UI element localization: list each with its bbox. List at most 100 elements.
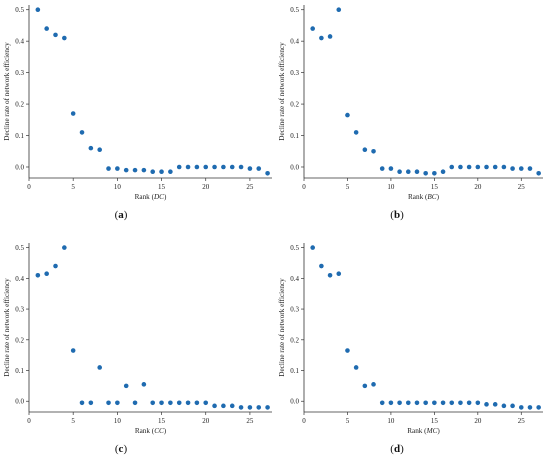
y-tick-label: 0.2 bbox=[15, 101, 24, 109]
data-point bbox=[319, 35, 324, 41]
data-point bbox=[53, 32, 58, 38]
data-point bbox=[536, 405, 541, 410]
data-point bbox=[388, 166, 394, 171]
data-point bbox=[150, 169, 156, 175]
data-point bbox=[212, 403, 217, 409]
data-point bbox=[256, 405, 262, 410]
y-tick-label: 0.4 bbox=[15, 38, 24, 46]
data-point bbox=[388, 400, 394, 406]
data-point bbox=[229, 164, 235, 170]
data-point bbox=[353, 365, 359, 370]
data-point bbox=[35, 7, 41, 13]
data-point bbox=[319, 263, 324, 269]
x-tick-label: 10 bbox=[114, 183, 122, 191]
data-point bbox=[336, 7, 342, 13]
data-point bbox=[212, 164, 217, 170]
data-point bbox=[501, 164, 507, 170]
data-point bbox=[97, 147, 102, 152]
y-tick-label: 0.1 bbox=[290, 367, 299, 375]
y-axis-title: Decline rate of network efficiency bbox=[3, 278, 11, 377]
data-point bbox=[440, 400, 446, 406]
y-tick-label: 0.3 bbox=[15, 69, 24, 77]
panel-caption: (b) bbox=[390, 209, 404, 221]
data-point bbox=[70, 111, 76, 116]
x-tick-label: 25 bbox=[246, 183, 254, 191]
data-point bbox=[62, 35, 67, 41]
y-tick-label: 0.3 bbox=[290, 306, 299, 314]
data-point bbox=[141, 167, 147, 173]
chart-panel-a: 0 5 10 15 20 25 0.0 0.1 0.2 0.3 0.4 0.5 Decline rate… bbox=[3, 5, 272, 221]
data-point bbox=[221, 403, 226, 409]
x-tick-label: 20 bbox=[202, 417, 210, 425]
data-point bbox=[53, 263, 58, 269]
data-point bbox=[238, 405, 244, 410]
data-point bbox=[256, 166, 262, 171]
data-point bbox=[88, 400, 94, 406]
x-tick-label: 0 bbox=[302, 417, 306, 425]
data-point bbox=[203, 164, 209, 170]
data-point bbox=[475, 400, 481, 406]
data-point bbox=[449, 164, 455, 170]
data-point bbox=[423, 170, 428, 176]
x-tick-label: 20 bbox=[474, 417, 482, 425]
x-tick-label: 10 bbox=[387, 183, 395, 191]
y-tick-label: 0.2 bbox=[290, 336, 299, 344]
data-point bbox=[185, 164, 191, 170]
x-tick-label: 5 bbox=[346, 417, 350, 425]
data-point bbox=[79, 400, 85, 406]
x-tick-label: 0 bbox=[27, 417, 31, 425]
data-point bbox=[123, 167, 129, 173]
y-tick-label: 0.1 bbox=[15, 132, 24, 140]
x-tick-label: 20 bbox=[474, 183, 482, 191]
data-point bbox=[115, 400, 120, 406]
data-point bbox=[62, 245, 67, 250]
data-point bbox=[345, 112, 350, 118]
data-point bbox=[484, 164, 489, 170]
y-tick-label: 0.4 bbox=[15, 275, 24, 283]
data-point bbox=[371, 382, 376, 387]
data-point bbox=[44, 26, 49, 31]
data-point bbox=[345, 348, 350, 353]
data-point bbox=[362, 147, 368, 152]
data-point bbox=[379, 166, 385, 171]
x-tick-label: 15 bbox=[431, 183, 439, 191]
data-point bbox=[203, 400, 209, 406]
y-tick-label: 0.4 bbox=[290, 275, 299, 283]
data-point bbox=[484, 402, 489, 407]
data-point bbox=[527, 166, 533, 171]
data-point bbox=[176, 400, 182, 406]
x-tick-label: 10 bbox=[114, 417, 122, 425]
data-point bbox=[405, 400, 411, 406]
panel-caption: (a) bbox=[115, 209, 128, 221]
data-point bbox=[70, 348, 76, 353]
panel-caption: (c) bbox=[115, 443, 128, 455]
data-point bbox=[440, 169, 446, 175]
x-tick-label: 25 bbox=[246, 417, 254, 425]
data-point bbox=[150, 400, 156, 406]
data-point bbox=[501, 403, 507, 409]
y-tick-label: 0.4 bbox=[290, 38, 299, 46]
x-axis-title: Rank (BC) bbox=[408, 193, 440, 201]
data-point bbox=[414, 400, 420, 406]
data-point bbox=[132, 167, 138, 173]
x-tick-label: 5 bbox=[346, 183, 350, 191]
x-axis-title: Rank (DC) bbox=[135, 193, 167, 201]
data-point bbox=[168, 400, 173, 406]
data-point bbox=[229, 403, 235, 409]
chart-panel-d: 0 5 10 15 20 25 0.0 0.1 0.2 0.3 0.4 0.5 Decline rate… bbox=[278, 243, 543, 455]
y-tick-label: 0.3 bbox=[15, 306, 24, 314]
data-point bbox=[327, 272, 333, 278]
x-tick-label: 25 bbox=[518, 183, 526, 191]
y-axis-title: Decline rate of network efficiency bbox=[3, 42, 11, 141]
data-point bbox=[141, 382, 147, 387]
x-tick-label: 10 bbox=[387, 417, 395, 425]
data-point bbox=[458, 400, 463, 406]
y-tick-label: 0.5 bbox=[15, 244, 24, 252]
data-point bbox=[432, 170, 437, 176]
chart-panel-c: 0 5 10 15 20 25 0.0 0.1 0.2 0.3 0.4 0.5 Decline rate… bbox=[3, 243, 272, 455]
data-point bbox=[176, 164, 182, 170]
data-point bbox=[79, 130, 85, 135]
panel-caption: (d) bbox=[390, 443, 404, 455]
data-point bbox=[362, 383, 368, 389]
